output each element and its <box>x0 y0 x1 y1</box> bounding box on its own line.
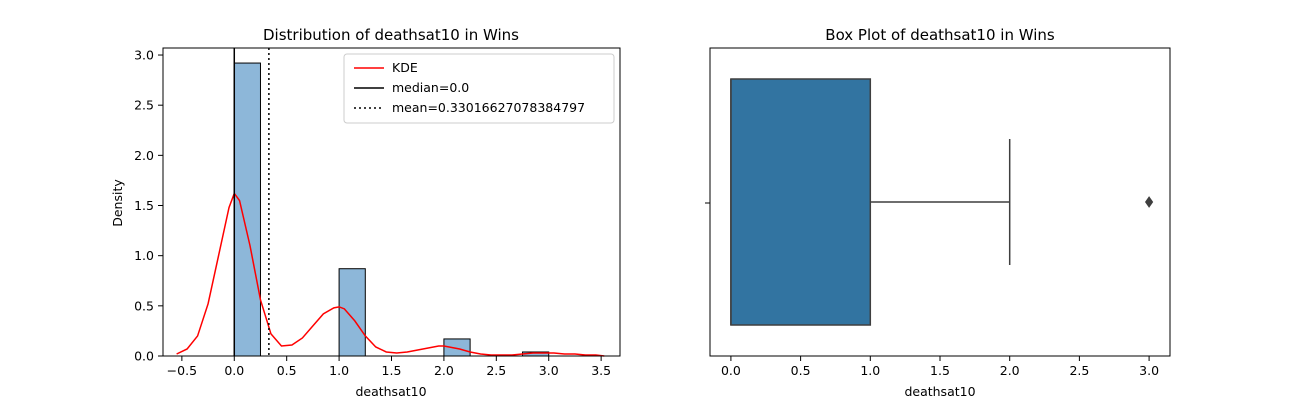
y-tick-label: 1.0 <box>134 248 154 263</box>
x-tick-label: 1.0 <box>860 363 880 378</box>
x-axis-label: deathsat10 <box>355 384 426 399</box>
y-tick-label: 1.5 <box>134 198 154 213</box>
chart-title: Distribution of deathsat10 in Wins <box>263 26 519 44</box>
y-tick-label: 0.5 <box>134 298 154 313</box>
legend-mean-label: mean=0.33016627078384797 <box>392 100 585 115</box>
x-tick-label: 0.5 <box>277 363 297 378</box>
x-axis-ticks: 0.0 0.5 1.0 1.5 2.0 2.5 3.0 <box>721 356 1159 378</box>
y-tick-label: 2.5 <box>134 98 154 113</box>
y-tick-label: 3.0 <box>134 48 154 63</box>
kde-curve <box>176 191 605 357</box>
y-tick-label: 0.0 <box>134 349 154 364</box>
x-tick-label: 0.5 <box>791 363 811 378</box>
x-tick-label: 1.5 <box>930 363 950 378</box>
x-tick-label: 2.5 <box>486 363 506 378</box>
chart-title: Box Plot of deathsat10 in Wins <box>825 26 1055 44</box>
x-tick-label: 0.0 <box>721 363 741 378</box>
box-plot-chart: Box Plot of deathsat10 in Wins 0.0 0.5 1.0… <box>705 26 1171 399</box>
plot-frame <box>709 47 1171 357</box>
outlier-points <box>1144 196 1154 208</box>
y-tick-label: 2.0 <box>134 148 154 163</box>
x-axis-ticks: −0.5 0.0 0.5 1.0 1.5 2.0 2.5 3.0 3.5 <box>167 356 611 378</box>
legend-kde-label: KDE <box>392 60 418 75</box>
legend-median-label: median=0.0 <box>392 80 469 95</box>
x-tick-label: 3.0 <box>539 363 559 378</box>
plot-frame <box>162 47 621 357</box>
x-tick-label: 1.0 <box>329 363 349 378</box>
x-tick-label: 2.0 <box>434 363 454 378</box>
legend: KDE median=0.0 mean=0.33016627078384797 <box>343 53 615 124</box>
x-tick-label: −0.5 <box>167 363 197 378</box>
x-tick-label: 3.5 <box>591 363 611 378</box>
x-tick-label: 0.0 <box>224 363 244 378</box>
y-axis-ticks: 0.0 0.5 1.0 1.5 2.0 2.5 3.0 <box>134 48 163 364</box>
y-axis-label: Density <box>110 179 125 227</box>
histogram-bar <box>233 62 261 357</box>
x-tick-label: 1.5 <box>382 363 402 378</box>
x-tick-label: 3.0 <box>1139 363 1159 378</box>
histogram-bars <box>233 62 550 357</box>
outlier-point <box>1144 196 1154 208</box>
x-tick-label: 2.0 <box>1000 363 1020 378</box>
x-axis-label: deathsat10 <box>904 384 975 399</box>
x-tick-label: 2.5 <box>1069 363 1089 378</box>
histogram-chart: Distribution of deathsat10 in Wins −0.5 0… <box>110 26 621 399</box>
histogram-bar <box>338 268 366 357</box>
box-iqr <box>730 78 872 326</box>
legend-frame <box>343 53 615 124</box>
